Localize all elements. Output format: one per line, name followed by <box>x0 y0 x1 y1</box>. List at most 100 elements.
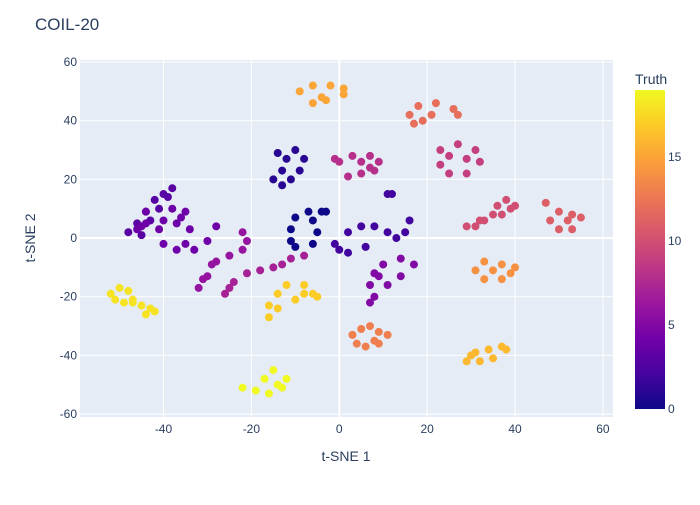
data-point <box>229 278 238 287</box>
data-point <box>502 345 511 354</box>
data-point <box>361 342 370 351</box>
data-point <box>436 146 445 155</box>
points <box>106 81 585 398</box>
data-point <box>453 140 462 149</box>
data-point <box>300 280 309 289</box>
data-point <box>308 239 317 248</box>
data-point <box>576 213 585 222</box>
data-point <box>291 213 300 222</box>
data-point <box>190 245 199 254</box>
data-point <box>409 260 418 269</box>
data-point <box>106 289 115 298</box>
data-point <box>291 242 300 251</box>
data-point <box>181 239 190 248</box>
data-point <box>260 374 269 383</box>
data-point <box>489 266 498 275</box>
data-point <box>133 225 142 234</box>
data-point <box>418 116 427 125</box>
y-tick-label: -40 <box>60 348 78 362</box>
data-point <box>366 280 375 289</box>
data-point <box>256 266 265 275</box>
data-point <box>207 260 216 269</box>
data-point <box>414 102 423 111</box>
data-point <box>111 295 120 304</box>
data-point <box>278 260 287 269</box>
data-point <box>330 239 339 248</box>
data-point <box>159 239 168 248</box>
data-point <box>396 272 405 281</box>
data-point <box>278 166 287 175</box>
y-tick-label: -20 <box>60 290 78 304</box>
data-point <box>282 154 291 163</box>
data-point <box>291 295 300 304</box>
data-point <box>304 207 313 216</box>
x-tick-label: -20 <box>243 422 261 436</box>
chart-title: COIL-20 <box>35 15 99 34</box>
data-point <box>168 204 177 213</box>
data-point <box>308 81 317 90</box>
data-point <box>137 301 146 310</box>
data-point <box>431 99 440 108</box>
data-point <box>357 157 366 166</box>
data-point <box>396 254 405 263</box>
data-point <box>471 266 480 275</box>
data-point <box>374 157 383 166</box>
data-point <box>194 283 203 292</box>
colorbar-tick-label: 5 <box>668 318 675 332</box>
data-point <box>308 216 317 225</box>
data-point <box>159 216 168 225</box>
data-point <box>300 251 309 260</box>
data-point <box>238 245 247 254</box>
data-point <box>172 219 181 228</box>
data-point <box>344 248 353 257</box>
data-point <box>387 190 396 199</box>
data-point <box>409 119 418 128</box>
data-point <box>374 272 383 281</box>
data-point <box>471 222 480 231</box>
data-point <box>361 242 370 251</box>
x-tick-label: 20 <box>420 422 434 436</box>
data-point <box>475 357 484 366</box>
y-tick-label: -60 <box>60 407 78 421</box>
data-point <box>203 236 212 245</box>
data-point <box>163 192 172 201</box>
data-point <box>344 172 353 181</box>
data-point <box>264 389 273 398</box>
data-point <box>317 207 326 216</box>
data-point <box>401 228 410 237</box>
data-point <box>462 357 471 366</box>
data-point <box>344 228 353 237</box>
data-point <box>453 110 462 119</box>
data-point <box>155 204 164 213</box>
data-point <box>445 151 454 160</box>
data-point <box>141 310 150 319</box>
data-point <box>366 322 375 331</box>
data-point <box>370 166 379 175</box>
data-point <box>124 228 133 237</box>
data-point <box>489 354 498 363</box>
data-point <box>115 283 124 292</box>
data-point <box>366 298 375 307</box>
data-point <box>221 289 230 298</box>
data-point <box>286 225 295 234</box>
data-point <box>497 260 506 269</box>
data-point <box>300 154 309 163</box>
x-tick-label: 40 <box>508 422 522 436</box>
data-point <box>339 90 348 99</box>
x-tick-label: 60 <box>596 422 610 436</box>
data-point <box>502 195 511 204</box>
data-point <box>480 275 489 284</box>
data-point <box>273 289 282 298</box>
data-point <box>357 222 366 231</box>
data-point <box>366 151 375 160</box>
colorbar-tick-label: 10 <box>668 234 682 248</box>
data-point <box>155 225 164 234</box>
data-point <box>471 146 480 155</box>
data-point <box>269 263 278 272</box>
data-point <box>493 201 502 210</box>
data-point <box>475 157 484 166</box>
data-point <box>462 169 471 178</box>
data-point <box>282 280 291 289</box>
data-point <box>427 110 436 119</box>
